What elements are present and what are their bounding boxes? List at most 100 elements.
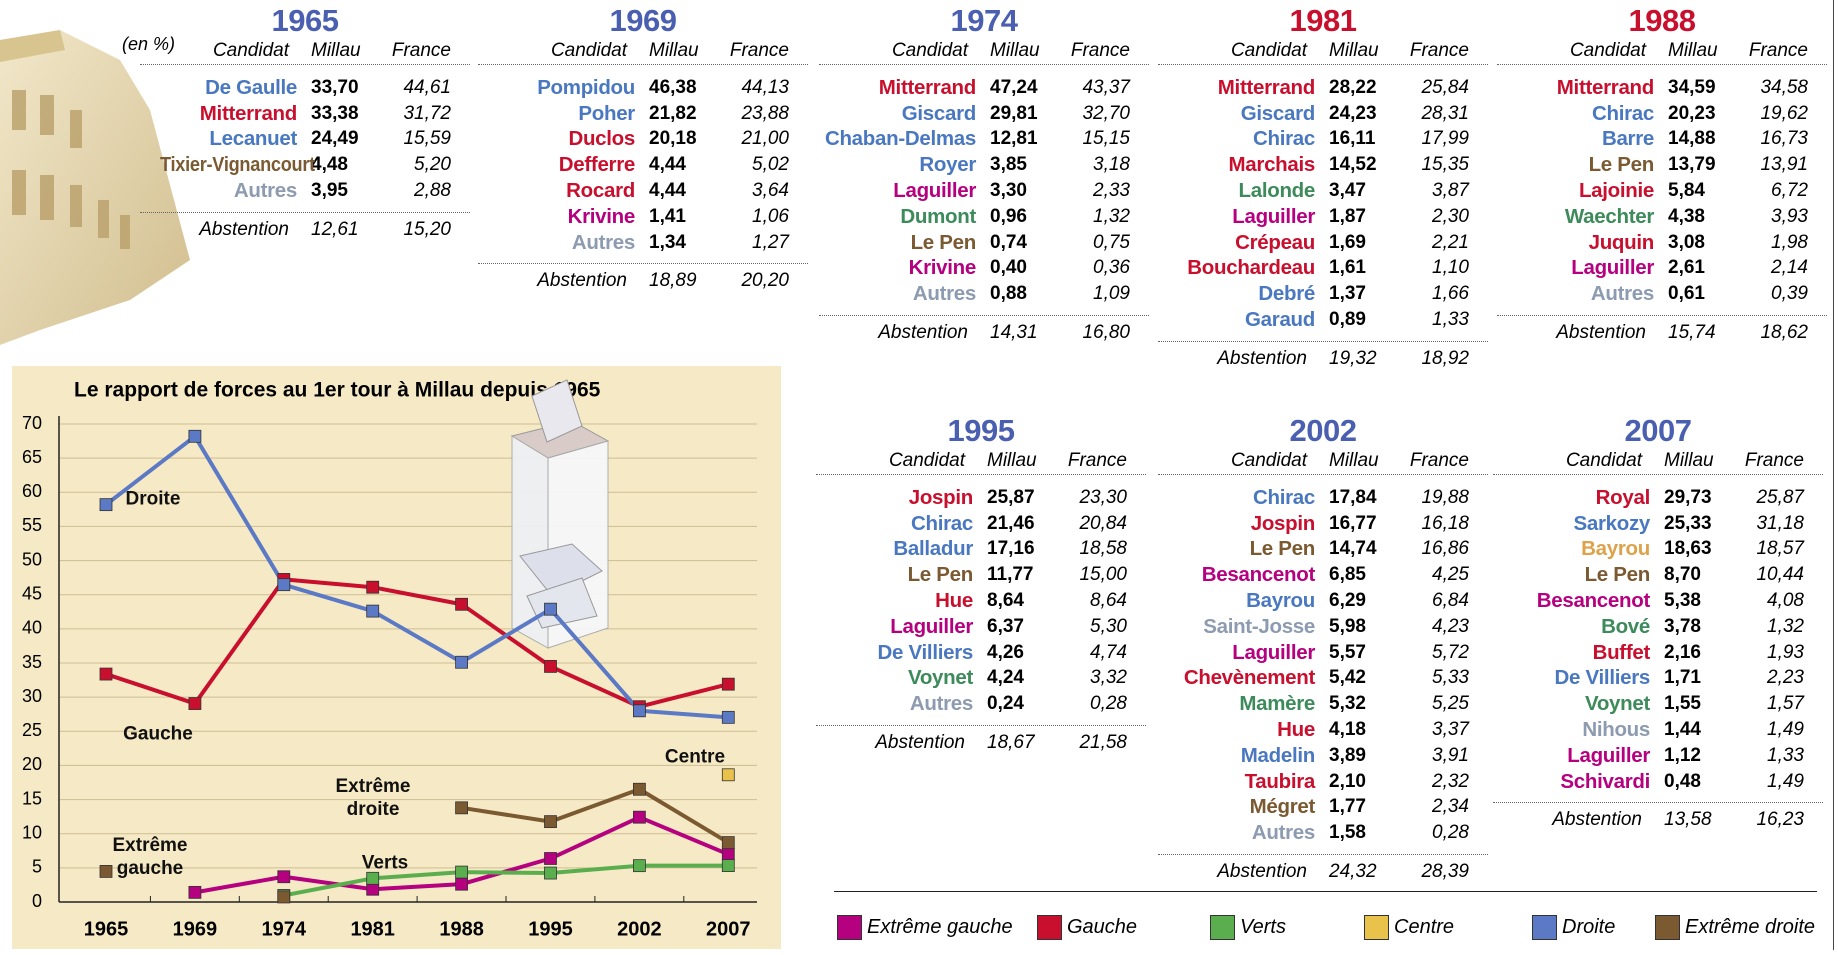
candidate-name: Autres — [1591, 281, 1654, 307]
france-value: 2,88 — [373, 178, 451, 205]
france-value: 1,93 — [1726, 640, 1804, 667]
candidate-name: Autres — [572, 230, 635, 256]
france-value: 1,66 — [1391, 281, 1469, 308]
france-value: 23,88 — [711, 101, 789, 128]
millau-value: 3,08 — [1654, 230, 1730, 257]
candidate-row: De Villiers1,712,23 — [1493, 665, 1823, 691]
france-value: 1,33 — [1726, 743, 1804, 770]
candidate-cell: Bouchardeau — [1158, 255, 1315, 282]
candidate-name: Garaud — [1245, 307, 1315, 333]
column-header: Millau — [1315, 38, 1391, 64]
candidate-name: Lecanuet — [209, 126, 297, 152]
france-value: 8,64 — [1049, 588, 1127, 615]
france-value: 21,00 — [711, 126, 789, 153]
france-value: 19,88 — [1391, 485, 1469, 512]
column-header: Candidat — [819, 38, 976, 64]
legend-label: Centre — [1394, 916, 1454, 939]
millau-value: 2,16 — [1650, 640, 1726, 667]
candidate-name: Mitterrand — [1557, 75, 1654, 101]
france-value: 0,28 — [1049, 691, 1127, 718]
column-header: Candidat — [1493, 448, 1650, 474]
abstention-cell: Abstention — [140, 217, 297, 243]
candidate-name: Nihous — [1582, 717, 1650, 743]
france-value: 23,30 — [1049, 485, 1127, 512]
millau-value: 1,69 — [1315, 230, 1391, 257]
point-marker — [545, 853, 557, 865]
france-value: 32,70 — [1052, 101, 1130, 128]
millau-value: 28,22 — [1315, 75, 1391, 102]
france-value: 5,72 — [1391, 640, 1469, 667]
candidate-cell: Autres — [478, 230, 635, 257]
abstention-cell: 18,62 — [1730, 320, 1808, 346]
candidate-cell: Mitterrand — [819, 75, 976, 102]
millau-value: 25,33 — [1650, 511, 1726, 538]
millau-value: 1,77 — [1315, 794, 1391, 821]
candidate-row: Chirac17,8419,88 — [1158, 485, 1488, 511]
candidate-name: Hue — [1277, 717, 1315, 743]
candidate-cell: Nihous — [1493, 717, 1650, 744]
france-value: 5,30 — [1049, 614, 1127, 641]
france-value: 5,20 — [373, 152, 451, 179]
x-tick-label: 1969 — [173, 918, 218, 940]
millau-value: 6,29 — [1315, 588, 1391, 615]
candidate-cell: Chevènement — [1158, 665, 1315, 692]
france-value: 2,33 — [1052, 178, 1130, 205]
millau-value: 1,41 — [635, 204, 711, 231]
legend-swatch — [1532, 915, 1557, 940]
candidate-name: Madelin — [1241, 743, 1315, 769]
candidate-name: Hue — [935, 588, 973, 614]
abstention-cell: Abstention — [816, 730, 973, 756]
millau-value: 47,24 — [976, 75, 1052, 102]
millau-value: 8,64 — [973, 588, 1049, 615]
candidate-name: Krivine — [568, 204, 635, 230]
candidate-row: Autres0,240,28 — [816, 691, 1146, 717]
legend-swatch — [1364, 915, 1389, 940]
point-marker — [456, 802, 468, 814]
candidate-cell: Bayrou — [1158, 588, 1315, 615]
millau-value: 5,42 — [1315, 665, 1391, 692]
millau-value: 5,38 — [1650, 588, 1726, 615]
millau-value: 14,52 — [1315, 152, 1391, 179]
millau-value: 21,82 — [635, 101, 711, 128]
abstention-row: Abstention18,6721,58 — [816, 725, 1146, 756]
millau-value: 5,84 — [1654, 178, 1730, 205]
candidate-cell: Jospin — [816, 485, 973, 512]
france-value: 15,15 — [1052, 126, 1130, 153]
x-tick-label: 2002 — [617, 918, 662, 940]
candidate-cell: Chirac — [1158, 126, 1315, 153]
candidate-name: Chirac — [1592, 101, 1654, 127]
millau-value: 29,81 — [976, 101, 1052, 128]
candidate-row: Chaban-Delmas12,8115,15 — [819, 126, 1149, 152]
france-value: 4,25 — [1391, 562, 1469, 589]
france-value: 31,72 — [373, 101, 451, 128]
millau-value: 29,73 — [1650, 485, 1726, 512]
legend-item: Droite — [1532, 913, 1615, 941]
candidate-name: Tixier-Vignancourt — [160, 152, 315, 178]
legend-swatch — [1655, 915, 1680, 940]
candidate-cell: Duclos — [478, 126, 635, 153]
millau-value: 25,87 — [973, 485, 1049, 512]
candidate-cell: Royal — [1493, 485, 1650, 512]
point-marker — [189, 698, 201, 710]
candidate-cell: Voynet — [1493, 691, 1650, 718]
millau-value: 6,85 — [1315, 562, 1391, 589]
point-marker — [545, 603, 557, 615]
x-tick-label: 1981 — [350, 918, 395, 940]
candidate-name: Balladur — [893, 536, 973, 562]
point-marker — [722, 837, 734, 849]
france-value: 3,91 — [1391, 743, 1469, 770]
france-value: 4,74 — [1049, 640, 1127, 667]
candidate-cell: Mitterrand — [1497, 75, 1654, 102]
result-table: 1995CandidatMillauFranceJospin25,8723,30… — [816, 414, 1146, 756]
candidate-row: Autres0,881,09 — [819, 281, 1149, 307]
column-header: Millau — [1654, 38, 1730, 64]
millau-value: 16,11 — [1315, 126, 1391, 153]
millau-value: 1,37 — [1315, 281, 1391, 308]
france-value: 1,57 — [1726, 691, 1804, 718]
candidate-name: Bayrou — [1246, 588, 1315, 614]
candidate-cell: Besancenot — [1493, 588, 1650, 615]
candidate-row: Le Pen8,7010,44 — [1493, 562, 1823, 588]
candidate-row: Bouchardeau1,611,10 — [1158, 255, 1488, 281]
france-value: 15,00 — [1049, 562, 1127, 589]
